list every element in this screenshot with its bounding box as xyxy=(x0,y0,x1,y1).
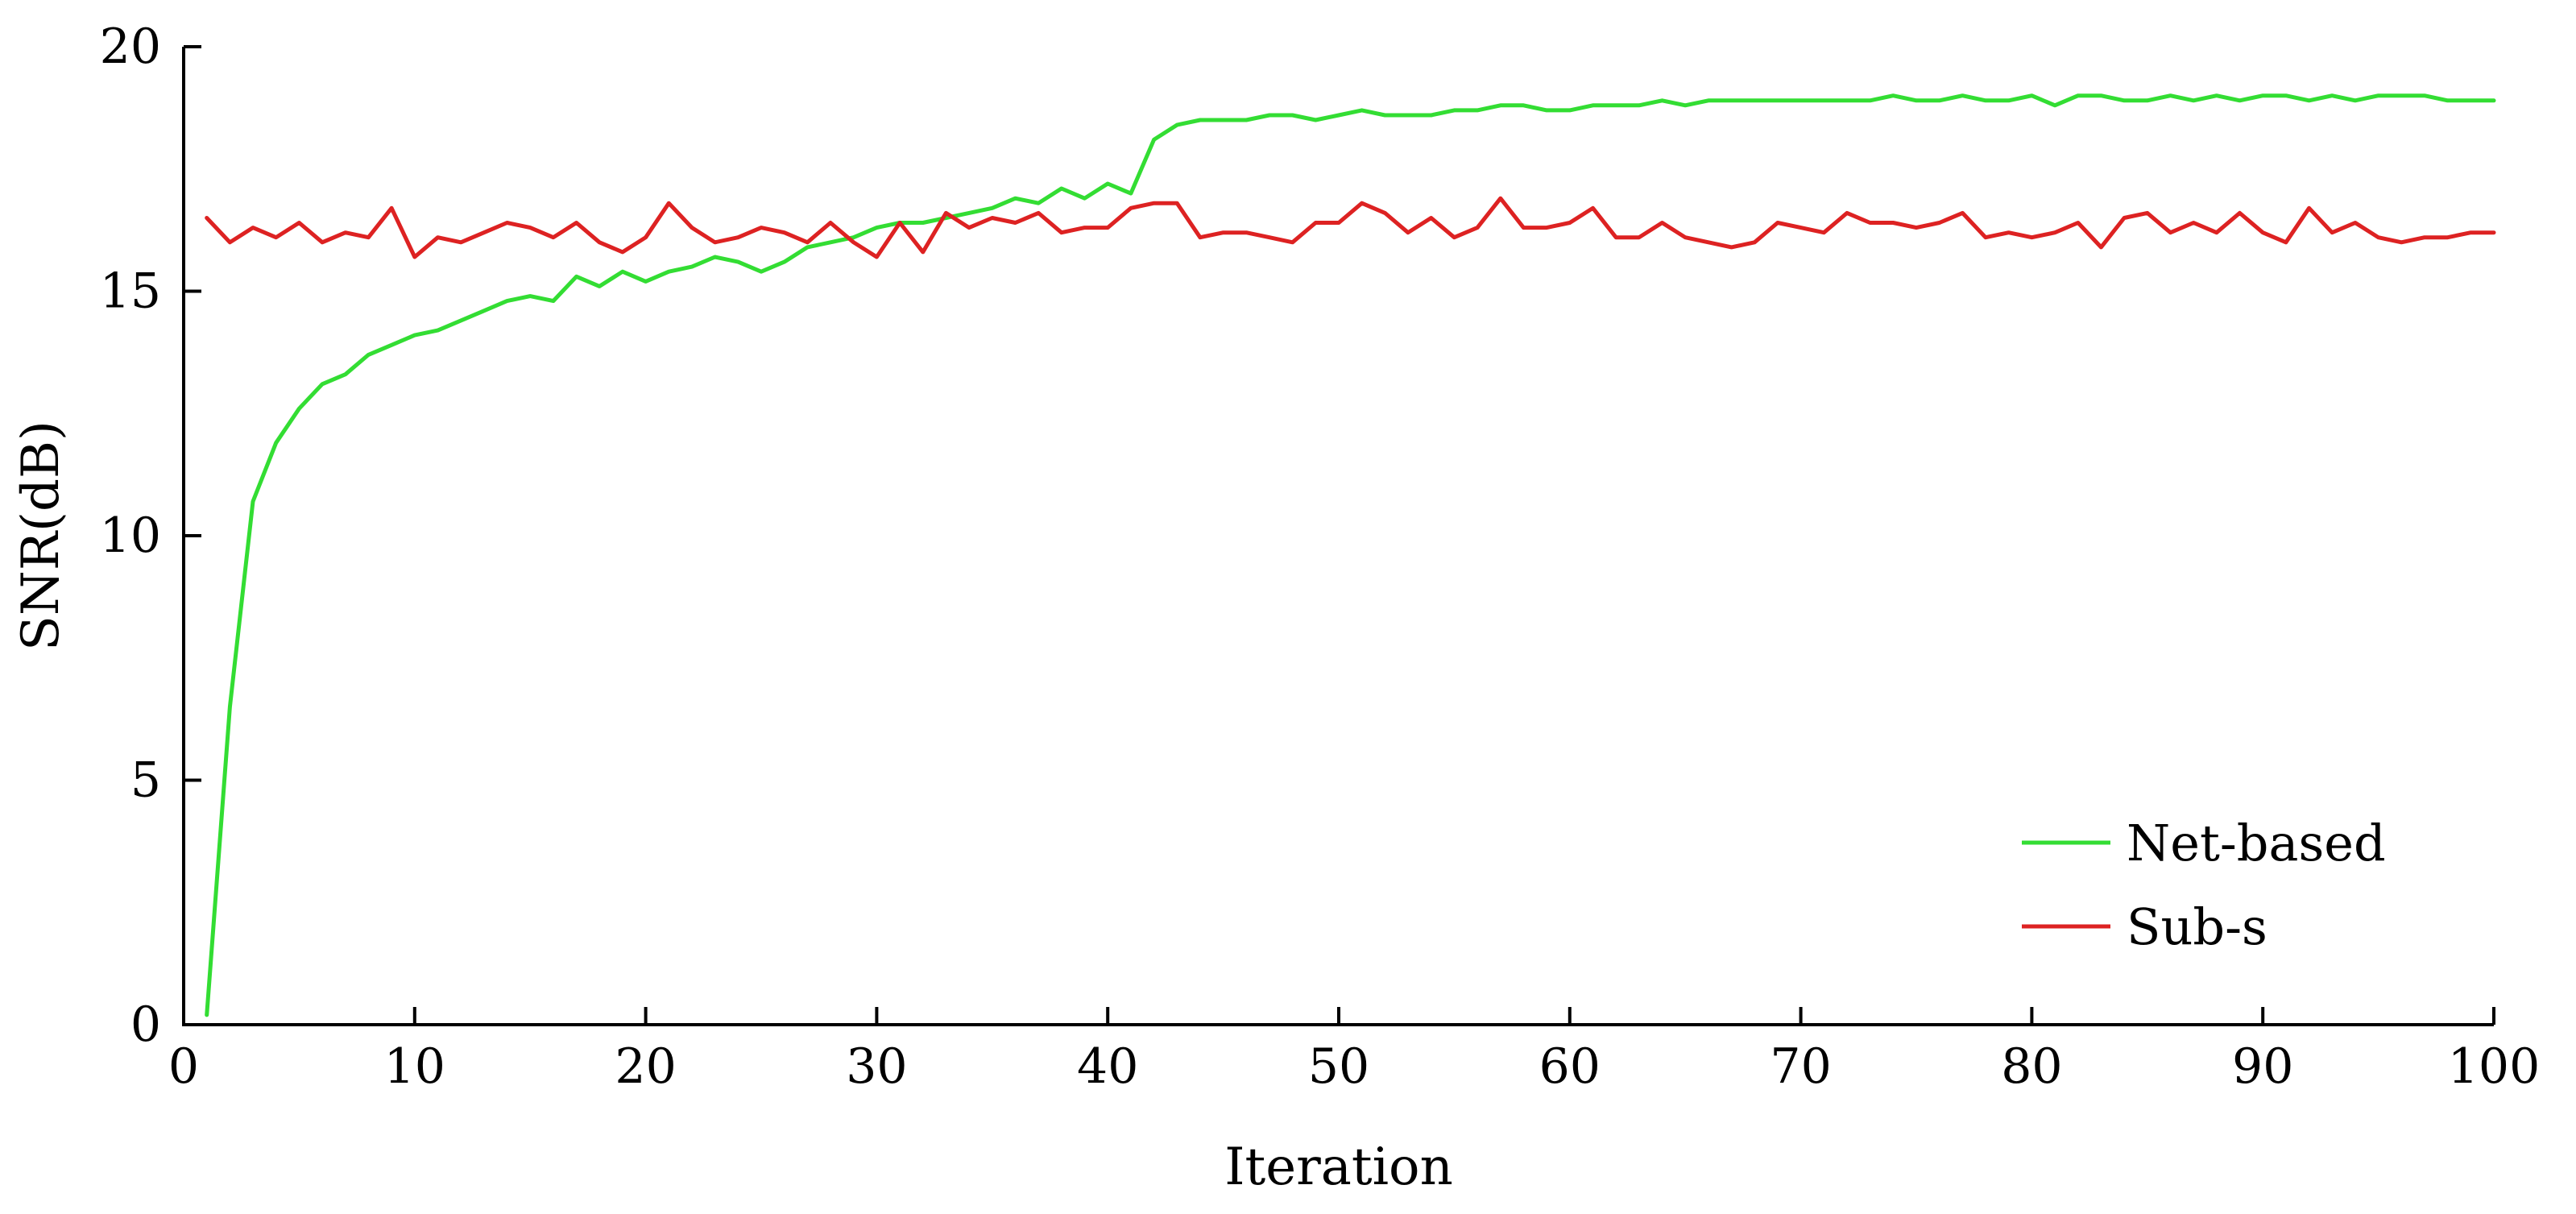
x-tick-label: 30 xyxy=(846,1038,907,1095)
x-tick-label: 50 xyxy=(1308,1038,1369,1095)
x-tick-label: 100 xyxy=(2448,1038,2541,1095)
x-tick-label: 10 xyxy=(384,1038,445,1095)
legend: Net-based Sub-s xyxy=(2022,814,2386,956)
x-tick-label: 40 xyxy=(1077,1038,1138,1095)
x-axis-title: Iteration xyxy=(1224,1137,1453,1197)
legend-label: Sub-s xyxy=(2127,897,2267,956)
series-line-net-based xyxy=(205,93,2496,1017)
y-tick-label: 0 xyxy=(130,996,161,1053)
y-tick-label: 20 xyxy=(100,19,161,75)
axes xyxy=(182,47,2494,1026)
x-tick-label: 60 xyxy=(1539,1038,1601,1095)
series-line-sub-s xyxy=(205,196,2496,259)
legend-label: Net-based xyxy=(2127,814,2386,872)
x-tick-label: 20 xyxy=(615,1038,676,1095)
x-tick-label: 90 xyxy=(2232,1038,2293,1095)
x-tick-label: 0 xyxy=(168,1038,199,1095)
y-tick-label: 5 xyxy=(130,752,161,809)
y-tick-label: 15 xyxy=(100,263,161,320)
y-tick-label: 10 xyxy=(100,508,161,564)
data-series xyxy=(205,93,2496,1017)
y-axis-title: SNR(dB) xyxy=(11,421,71,651)
x-tick-label: 80 xyxy=(2001,1038,2062,1095)
x-tick-label: 70 xyxy=(1770,1038,1831,1095)
axis-ticks: 0 10 20 30 40 50 60 70 80 90 100 0 5 10 15 20 xyxy=(100,19,2541,1095)
